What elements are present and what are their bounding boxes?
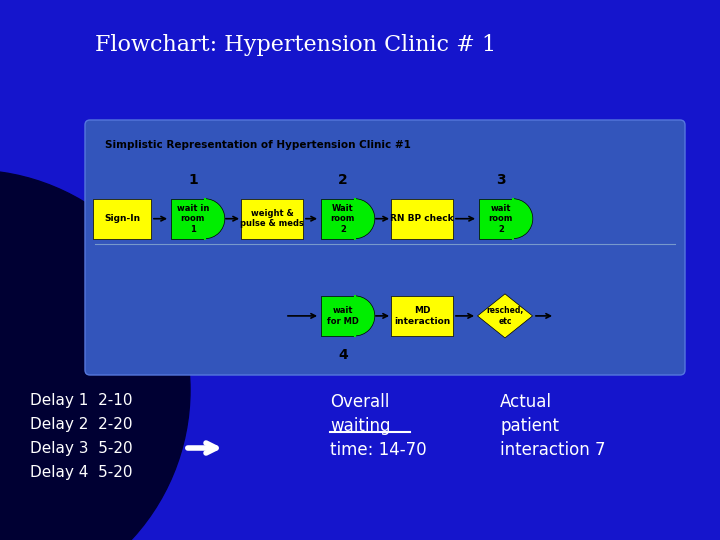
Wedge shape [204,199,225,239]
FancyBboxPatch shape [85,120,685,375]
Text: wait in
room
1: wait in room 1 [176,204,209,234]
Text: Delay 2  2-20: Delay 2 2-20 [30,416,132,431]
Text: 1: 1 [188,173,198,187]
FancyBboxPatch shape [171,199,204,239]
Text: Flowchart: Hypertension Clinic # 1: Flowchart: Hypertension Clinic # 1 [95,34,496,56]
Text: Delay 3  5-20: Delay 3 5-20 [30,441,132,456]
Text: Simplistic Representation of Hypertension Clinic #1: Simplistic Representation of Hypertensio… [105,140,411,150]
Text: time: 14-70: time: 14-70 [330,441,427,459]
FancyBboxPatch shape [321,199,355,239]
FancyBboxPatch shape [93,199,151,239]
Text: wait
room
2: wait room 2 [489,204,513,234]
FancyBboxPatch shape [479,199,513,239]
Wedge shape [513,199,533,239]
Circle shape [0,170,190,540]
Text: 2: 2 [338,173,348,187]
Text: Overall: Overall [330,393,390,411]
Text: Sign-In: Sign-In [104,214,140,223]
FancyBboxPatch shape [391,199,453,239]
Text: 3: 3 [496,173,506,187]
Wedge shape [355,296,375,336]
FancyBboxPatch shape [321,296,355,336]
Text: wait
for MD: wait for MD [327,306,359,326]
FancyBboxPatch shape [241,199,303,239]
Text: RN BP check: RN BP check [390,214,454,223]
Text: weight &
pulse & meds: weight & pulse & meds [240,209,304,228]
Text: Actual: Actual [500,393,552,411]
Text: Delay 1  2-10: Delay 1 2-10 [30,393,132,408]
Text: waiting: waiting [330,417,390,435]
Text: Delay 4  5-20: Delay 4 5-20 [30,464,132,480]
Text: patient: patient [500,417,559,435]
Text: MD
interaction: MD interaction [394,306,450,326]
Text: 4: 4 [338,348,348,362]
Polygon shape [477,294,533,338]
FancyBboxPatch shape [391,296,453,336]
Text: resched,
etc: resched, etc [487,306,523,326]
Wedge shape [355,199,375,239]
Text: Wait
room
2: Wait room 2 [330,204,355,234]
Text: interaction 7: interaction 7 [500,441,606,459]
